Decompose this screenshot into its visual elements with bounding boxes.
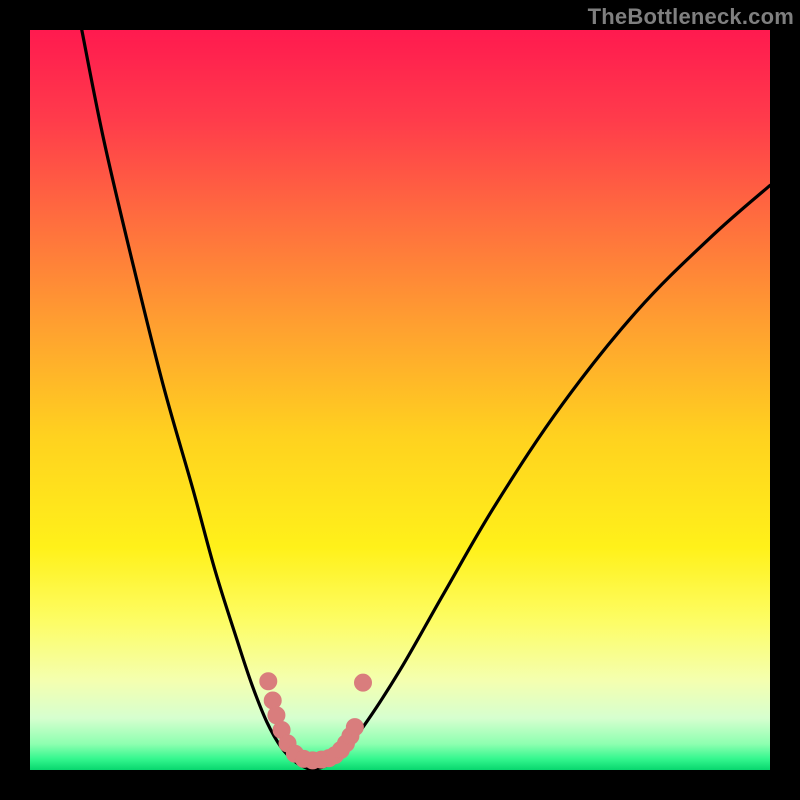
watermark: TheBottleneck.com xyxy=(588,4,794,30)
marker-point xyxy=(260,673,277,690)
plot-svg xyxy=(30,30,770,770)
marker-point xyxy=(355,674,372,691)
frame-bottom xyxy=(0,770,800,800)
frame-right xyxy=(770,0,800,800)
marker-point xyxy=(264,692,281,709)
plot-background xyxy=(30,30,770,770)
chart-canvas: { "watermark": { "text": "TheBottleneck.… xyxy=(0,0,800,800)
marker-point xyxy=(346,719,363,736)
frame-left xyxy=(0,0,30,800)
